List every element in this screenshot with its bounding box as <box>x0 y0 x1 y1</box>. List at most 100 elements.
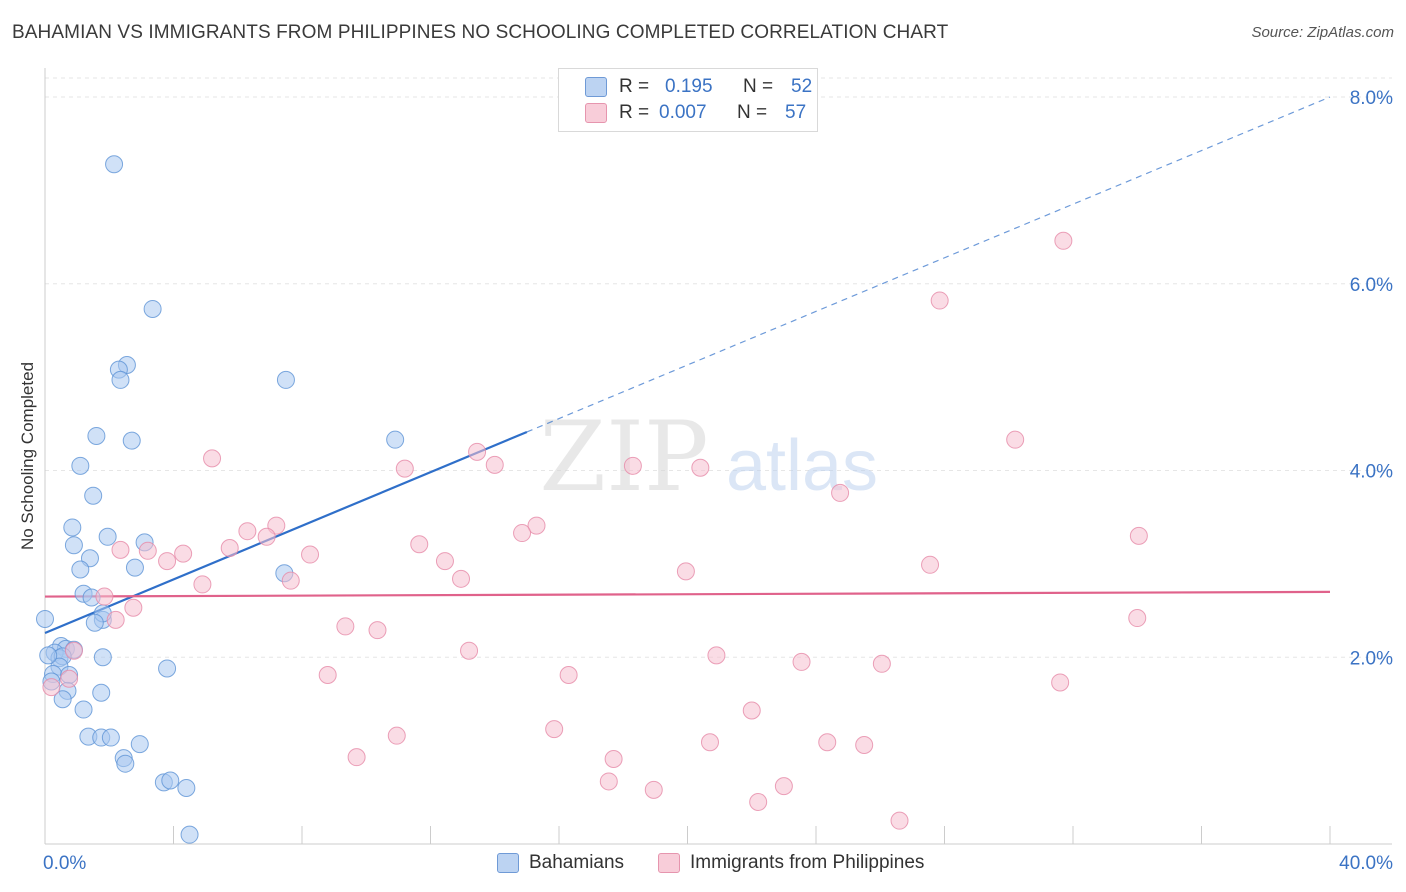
point-bahamians <box>116 754 135 773</box>
bottom-legend-label: Immigrants from Philippines <box>690 852 925 873</box>
point-bahamians <box>85 613 104 632</box>
x-tick-label: 40.0% <box>1339 853 1393 874</box>
point-philippines <box>336 617 355 636</box>
point-philippines <box>452 569 471 588</box>
watermark: ZIP atlas <box>539 401 878 513</box>
point-philippines <box>921 555 940 574</box>
point-bahamians <box>71 456 90 475</box>
point-philippines <box>95 587 114 606</box>
point-philippines <box>410 535 429 554</box>
point-philippines <box>749 792 768 811</box>
point-bahamians <box>105 155 124 174</box>
point-philippines <box>1051 673 1070 692</box>
point-philippines <box>930 291 949 310</box>
point-philippines <box>872 654 891 673</box>
point-philippines <box>774 777 793 796</box>
point-philippines <box>890 811 909 830</box>
point-bahamians <box>276 370 295 389</box>
point-philippines <box>707 646 726 665</box>
legend-r-label: R = <box>619 76 650 97</box>
point-philippines <box>559 665 578 684</box>
point-bahamians <box>101 728 120 747</box>
point-bahamians <box>161 771 180 790</box>
point-philippines <box>527 516 546 535</box>
y-tick-label: 4.0% <box>1350 462 1393 483</box>
point-bahamians <box>64 536 83 555</box>
point-philippines <box>203 449 222 468</box>
legend-r-label: R = <box>619 102 650 123</box>
legend-n-value: 52 <box>791 76 813 97</box>
point-bahamians <box>84 486 103 505</box>
bottom-legend-bahamians: Bahamians <box>497 852 624 874</box>
bottom-legend-label: Bahamians <box>529 852 625 873</box>
point-bahamians <box>87 426 106 445</box>
point-bahamians <box>92 683 111 702</box>
point-philippines <box>1054 231 1073 250</box>
bottom-legend: Bahamians Immigrants from Philippines <box>0 852 1406 876</box>
point-bahamians <box>39 646 58 665</box>
point-philippines <box>220 539 239 558</box>
legend-swatch-pink <box>585 103 607 123</box>
point-philippines <box>468 442 487 461</box>
point-bahamians <box>71 560 90 579</box>
point-philippines <box>124 598 143 617</box>
point-philippines <box>1129 526 1148 545</box>
point-philippines <box>318 665 337 684</box>
point-philippines <box>676 562 695 581</box>
point-bahamians <box>74 700 93 719</box>
point-philippines <box>111 540 130 559</box>
point-philippines <box>158 552 177 571</box>
point-philippines <box>301 545 320 564</box>
point-philippines <box>368 621 387 640</box>
legend-n-label: N = <box>737 102 768 123</box>
point-philippines <box>42 678 61 697</box>
point-bahamians <box>177 778 196 797</box>
point-philippines <box>1128 609 1147 628</box>
point-bahamians <box>63 518 82 537</box>
bottom-legend-swatch-pink <box>658 853 680 873</box>
point-bahamians <box>122 431 141 450</box>
point-bahamians <box>53 690 72 709</box>
trend-line-bahamians-extension <box>526 96 1331 433</box>
trend-lines <box>44 96 1331 634</box>
point-philippines <box>435 552 454 571</box>
point-philippines <box>545 720 564 739</box>
point-bahamians <box>125 558 144 577</box>
point-bahamians <box>130 735 149 754</box>
point-philippines <box>281 571 300 590</box>
x-tick-label: 0.0% <box>43 853 86 874</box>
point-bahamians <box>158 659 177 678</box>
trend-line-bahamians <box>44 430 528 634</box>
bottom-legend-philippines: Immigrants from Philippines <box>658 852 924 874</box>
legend-row-bahamians: R = 0.195 N = 52 <box>585 75 812 99</box>
legend: R = 0.195 N = 52 R = 0.007 N = 57 <box>558 68 818 132</box>
source-label: Source: ZipAtlas.com <box>1251 24 1394 41</box>
axes <box>44 68 1392 845</box>
point-philippines <box>138 541 157 560</box>
point-philippines <box>387 726 406 745</box>
point-philippines <box>855 736 874 755</box>
point-bahamians <box>386 430 405 449</box>
point-philippines <box>831 483 850 502</box>
legend-n-value: 57 <box>785 102 807 123</box>
point-philippines <box>644 780 663 799</box>
gridlines <box>45 77 1392 658</box>
legend-n-label: N = <box>743 76 774 97</box>
point-philippines <box>818 733 837 752</box>
legend-r-value: 0.007 <box>659 102 707 123</box>
watermark-atlas: atlas <box>726 426 878 506</box>
point-philippines <box>691 458 710 477</box>
point-philippines <box>238 522 257 541</box>
watermark-zip: ZIP <box>539 401 708 513</box>
point-philippines <box>460 641 479 660</box>
point-philippines <box>347 748 366 767</box>
point-philippines <box>64 641 83 660</box>
point-philippines <box>395 459 414 478</box>
point-bahamians <box>111 370 130 389</box>
point-philippines <box>513 524 532 543</box>
chart-title: BAHAMIAN VS IMMIGRANTS FROM PHILIPPINES … <box>12 22 949 43</box>
point-bahamians <box>180 825 199 844</box>
point-philippines <box>174 544 193 563</box>
legend-r-value: 0.195 <box>665 76 713 97</box>
